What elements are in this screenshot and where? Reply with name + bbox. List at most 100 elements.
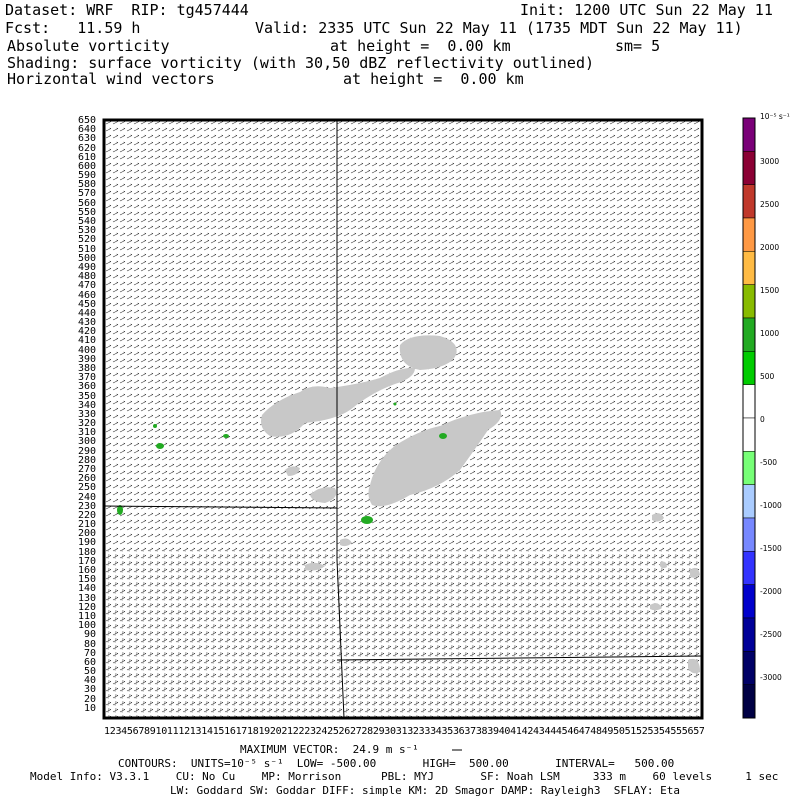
colorbar-swatch bbox=[742, 617, 756, 652]
y-tick-label: 370 bbox=[77, 372, 96, 384]
y-tick-label: 60 bbox=[83, 656, 96, 668]
y-tick-label: 530 bbox=[77, 225, 96, 237]
y-tick-label: 550 bbox=[77, 206, 96, 218]
y-tick-label: 270 bbox=[77, 464, 96, 475]
dataset-label: Dataset: WRF RIP: tg457444 bbox=[5, 1, 249, 19]
y-tick-label: 230 bbox=[77, 500, 96, 512]
colorbar-swatch bbox=[742, 251, 756, 285]
y-tick-label: 410 bbox=[77, 335, 96, 347]
y-tick-label: 20 bbox=[83, 693, 96, 705]
y-tick-label: 590 bbox=[77, 170, 96, 182]
y-tick-label: 450 bbox=[77, 298, 96, 310]
colorbar-swatch bbox=[742, 151, 756, 185]
y-tick-label: 160 bbox=[77, 565, 96, 577]
y-tick-label: 570 bbox=[77, 188, 96, 200]
colorbar-units: 10⁻⁵ s⁻¹ bbox=[760, 112, 790, 121]
colorbar-tick-label: -500 bbox=[760, 458, 778, 467]
forecast-hour: Fcst: 11.59 h bbox=[5, 19, 141, 37]
y-tick-label: 400 bbox=[77, 344, 96, 356]
y-tick-label: 150 bbox=[77, 574, 96, 586]
y-tick-label: 210 bbox=[77, 519, 96, 531]
x-axis-labels: 1234567891011121314151617181920212223242… bbox=[104, 726, 704, 737]
y-tick-label: 170 bbox=[77, 555, 96, 567]
y-tick-label: 330 bbox=[77, 408, 96, 420]
y-tick-label: 390 bbox=[77, 353, 96, 365]
valid-time: Valid: 2335 UTC Sun 22 May 11 (1735 MDT … bbox=[255, 19, 743, 37]
y-tick-label: 90 bbox=[83, 629, 96, 641]
reference-vector-icon bbox=[452, 749, 462, 751]
colorbar-swatch bbox=[742, 517, 756, 552]
y-tick-label: 500 bbox=[77, 252, 96, 264]
colorbar-swatch bbox=[742, 384, 756, 419]
y-tick-label: 130 bbox=[77, 592, 96, 604]
vorticity-maxima bbox=[117, 402, 447, 524]
y-tick-label: 650 bbox=[77, 115, 96, 126]
colorbar-swatch bbox=[742, 317, 756, 352]
y-tick-label: 100 bbox=[77, 620, 96, 632]
y-tick-label: 110 bbox=[77, 610, 96, 622]
y-tick-label: 310 bbox=[77, 427, 96, 439]
y-tick-label: 520 bbox=[77, 234, 96, 246]
colorbar-tick-label: -2500 bbox=[760, 630, 782, 639]
y-tick-label: 560 bbox=[77, 197, 96, 209]
colorbar-tick-label: 2500 bbox=[760, 200, 780, 209]
colorbar-tick-label: -2000 bbox=[760, 587, 782, 596]
y-tick-label: 480 bbox=[77, 271, 96, 283]
colorbar-tick-label: -1000 bbox=[760, 501, 782, 510]
y-tick-label: 320 bbox=[77, 418, 96, 430]
init-time: Init: 1200 UTC Sun 22 May 11 bbox=[520, 1, 773, 19]
y-tick-label: 70 bbox=[83, 647, 96, 659]
colorbar-swatch bbox=[742, 117, 756, 152]
y-tick-label: 490 bbox=[77, 261, 96, 273]
y-tick-label: 510 bbox=[77, 243, 96, 255]
y-tick-label: 360 bbox=[77, 381, 96, 393]
y-tick-label: 430 bbox=[77, 317, 96, 329]
colorbar-swatch bbox=[742, 451, 756, 485]
colorbar-tick-label: 1500 bbox=[760, 286, 780, 295]
y-tick-label: 10 bbox=[83, 702, 96, 714]
colorbar-tick-label: -3000 bbox=[760, 673, 782, 682]
colorbar-swatch bbox=[742, 651, 756, 685]
y-tick-label: 600 bbox=[77, 160, 96, 172]
y-tick-label: 250 bbox=[77, 482, 96, 494]
y-tick-label: 420 bbox=[77, 326, 96, 338]
colorbar-border bbox=[742, 117, 756, 719]
y-tick-label: 380 bbox=[77, 362, 96, 374]
y-tick-label: 610 bbox=[77, 151, 96, 163]
colorbar-tick-label: 3000 bbox=[760, 157, 780, 166]
y-tick-label: 290 bbox=[77, 445, 96, 457]
y-tick-label: 280 bbox=[77, 454, 96, 466]
reflectivity-shading bbox=[261, 335, 700, 674]
map-border bbox=[102, 118, 704, 720]
colorbar-swatch bbox=[742, 584, 756, 619]
colorbar-swatch bbox=[742, 484, 756, 519]
colorbar-tick-label: 500 bbox=[760, 372, 775, 381]
colorbar-swatch bbox=[742, 217, 756, 252]
colorbar-swatch bbox=[742, 417, 756, 452]
y-tick-label: 440 bbox=[77, 307, 96, 319]
y-tick-label: 220 bbox=[77, 509, 96, 521]
y-tick-label: 190 bbox=[77, 537, 96, 549]
y-tick-label: 120 bbox=[77, 601, 96, 613]
y-tick-label: 540 bbox=[77, 216, 96, 228]
y-tick-label: 200 bbox=[77, 528, 96, 540]
field2-height: at height = 0.00 km bbox=[343, 70, 524, 88]
colorbar-tick-label: 1000 bbox=[760, 329, 780, 338]
contours-info: CONTOURS: UNITS=10⁻⁵ s⁻¹ LOW= -500.00 HI… bbox=[118, 757, 675, 770]
colorbar-swatch bbox=[742, 351, 756, 385]
y-tick-label: 50 bbox=[83, 666, 96, 678]
shading-description: Shading: surface vorticity (with 30,50 d… bbox=[7, 54, 594, 72]
y-tick-label: 240 bbox=[77, 491, 96, 503]
max-vector-label: MAXIMUM VECTOR: 24.9 m s⁻¹ bbox=[240, 743, 419, 756]
colorbar-swatch bbox=[742, 684, 756, 719]
field1-name: Absolute vorticity bbox=[7, 37, 170, 55]
colorbar-tick-label: -1500 bbox=[760, 544, 782, 553]
wind-vector-field-south bbox=[104, 550, 702, 718]
colorbar-swatch bbox=[742, 184, 756, 219]
field1-height: at height = 0.00 km bbox=[330, 37, 511, 55]
y-tick-label: 460 bbox=[77, 289, 96, 301]
y-tick-label: 30 bbox=[83, 684, 96, 696]
colorbar-tick-label: 2000 bbox=[760, 243, 780, 252]
y-tick-label: 340 bbox=[77, 399, 96, 411]
model-info-physics: LW: Goddard SW: Goddar DIFF: simple KM: … bbox=[170, 784, 680, 797]
